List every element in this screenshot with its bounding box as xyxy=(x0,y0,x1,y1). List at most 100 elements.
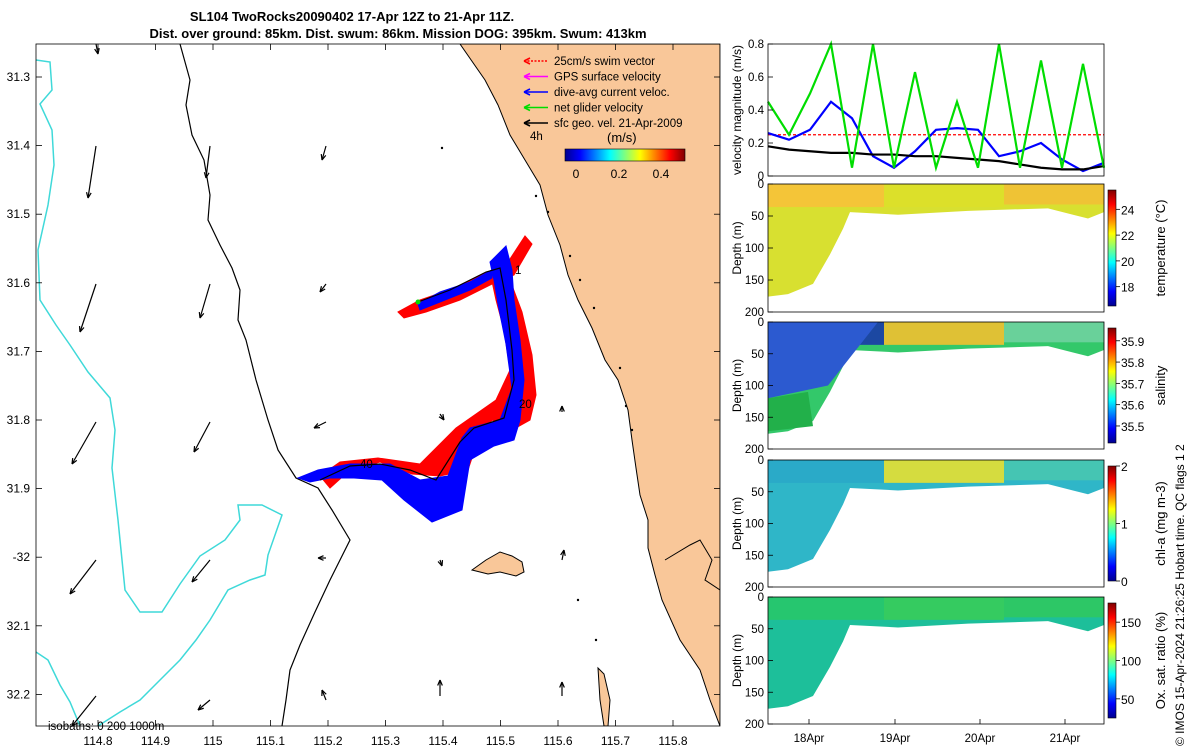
land-mass xyxy=(459,44,720,726)
colorbar-label: salinity xyxy=(1153,365,1168,405)
depth-tick-label: 0 xyxy=(758,592,764,604)
colorbar-tick-2: 0.4 xyxy=(653,167,670,181)
section-panel: 0 50 100 150 200 Depth (m) 35.5 35.6 35.7 35.8 35.… xyxy=(730,317,1168,456)
colorbar-tick-1: 0.2 xyxy=(611,167,628,181)
start-marker xyxy=(415,299,421,305)
geo-arrow xyxy=(198,283,211,319)
colorbar-tick-label: 2 xyxy=(1121,460,1128,474)
colorbar-tick-label: 18 xyxy=(1121,281,1135,295)
geo-arrow xyxy=(191,559,211,583)
section-colorbar xyxy=(1107,327,1117,444)
velocity-series-line xyxy=(767,40,1106,172)
svg-text:25cm/s swim vector: 25cm/s swim vector xyxy=(554,56,655,68)
colorbar-tick-label: 150 xyxy=(1121,616,1141,630)
depth-tick-label: 50 xyxy=(751,624,764,636)
lon-tick-label: 115.5 xyxy=(486,734,515,748)
lon-tick-label: 115.1 xyxy=(256,734,285,748)
lat-tick-label: 31.8 xyxy=(7,413,31,427)
geo-arrow xyxy=(559,681,565,696)
geo-arrow xyxy=(437,559,444,567)
depth-axis-label: Depth (m) xyxy=(730,634,744,687)
geo-arrow xyxy=(438,413,445,421)
map-axis-ticks: 114.8 114.9 115 115.1 115.2 115.3 115.4 115.5 11… xyxy=(7,44,720,748)
legend-entry: dive-avg current veloc. xyxy=(523,87,670,99)
lon-tick-label: 115.4 xyxy=(428,734,457,748)
section-colorbar xyxy=(1107,465,1117,582)
time-tick-label: 19Apr xyxy=(880,733,911,745)
depth-tick-label: 200 xyxy=(745,444,764,456)
isobath-1000m xyxy=(36,59,283,726)
colorbar-tick-0: 0 xyxy=(573,167,580,181)
svg-text:dive-avg current veloc.: dive-avg current veloc. xyxy=(554,87,670,99)
geo-arrow xyxy=(321,689,327,701)
section-panel: 0 50 100 150 200 Depth (m) 18 20 22 24 temperature… xyxy=(730,179,1168,319)
depth-tick-label: 100 xyxy=(745,243,764,255)
colorbar-tick-label: 35.6 xyxy=(1121,399,1145,413)
depth-tick-label: 150 xyxy=(745,550,764,562)
colorbar-unit-label: (m/s) xyxy=(607,130,637,145)
lat-tick-label: 31.9 xyxy=(7,482,31,496)
lon-tick-label: 115 xyxy=(203,734,222,748)
velocity-panel: 0 0.2 0.4 0.6 0.8 velocity magnitude (m/s) xyxy=(730,39,1106,183)
depth-tick-label: 50 xyxy=(751,349,764,361)
depth-tick-label: 100 xyxy=(745,656,764,668)
lat-tick-label: 32.1 xyxy=(7,619,31,633)
colorbar-tick-label: 50 xyxy=(1121,693,1135,707)
velocity-series-line xyxy=(767,145,1105,171)
geo-arrow xyxy=(85,145,97,199)
depth-tick-label: 150 xyxy=(745,687,764,699)
colorbar-tick-label: 35.7 xyxy=(1121,377,1145,391)
section-colorbar xyxy=(1107,602,1117,719)
depth-tick-label: 0 xyxy=(758,455,764,467)
depth-tick-label: 0 xyxy=(758,317,764,329)
colorbar-tick-label: 35.5 xyxy=(1121,420,1145,434)
depth-tick-label: 100 xyxy=(745,381,764,393)
credit-text: © IMOS 15-Apr-2024 21:26:25 Hobart time.… xyxy=(1173,444,1187,746)
colorbar-tick-label: 22 xyxy=(1121,229,1135,243)
geo-arrow xyxy=(313,421,327,429)
section-data-region xyxy=(768,460,1104,572)
dive-avg-vectors xyxy=(296,245,525,523)
lat-tick-label: 32.2 xyxy=(7,687,31,701)
colorbar-tick-label: 35.8 xyxy=(1121,356,1145,370)
lat-tick-label: 31.5 xyxy=(7,207,31,221)
colorbar-tick-label: 1 xyxy=(1121,518,1128,532)
lon-tick-label: 115.2 xyxy=(313,734,342,748)
lon-tick-label: 114.8 xyxy=(83,734,112,748)
geo-arrow xyxy=(78,283,97,333)
time-tick-label: 18Apr xyxy=(794,733,825,745)
colorbar-tick-label: 100 xyxy=(1121,655,1141,669)
track-label-40: 40 xyxy=(360,459,373,471)
velocity-ytick-label: 0.2 xyxy=(748,138,764,150)
island xyxy=(470,551,525,577)
section-data-region xyxy=(768,184,1104,297)
section-data-region xyxy=(768,597,1104,709)
lon-tick-label: 114.9 xyxy=(141,734,170,748)
geo-arrow xyxy=(560,549,566,561)
map-legend: 25cm/s swim vector GPS surface velocity di… xyxy=(523,56,686,181)
colorbar-label: temperature (°C) xyxy=(1153,200,1168,297)
lat-tick-label: 31.4 xyxy=(7,139,31,153)
colorbar-tick-label: 24 xyxy=(1121,203,1135,217)
geo-arrow xyxy=(319,283,327,293)
lon-tick-label: 115.7 xyxy=(601,734,630,748)
geo-arrow xyxy=(317,555,326,561)
isobath-note: isobaths: 0 200 1000m xyxy=(48,721,164,733)
velocity-ytick-label: 0.8 xyxy=(748,39,764,51)
time-tick-label: 21Apr xyxy=(1050,733,1081,745)
geo-arrow xyxy=(197,699,211,711)
velocity-ytick-label: 0.6 xyxy=(748,72,764,84)
map-frame xyxy=(35,43,721,727)
geo-arrow xyxy=(71,421,97,465)
depth-axis-label: Depth (m) xyxy=(730,359,744,412)
geo-arrow xyxy=(437,679,443,696)
glider-track xyxy=(319,267,515,481)
depth-tick-label: 200 xyxy=(745,582,764,594)
legend-entry: 25cm/s swim vector xyxy=(523,56,655,68)
section-colorbar xyxy=(1107,189,1117,307)
depth-tick-label: 200 xyxy=(745,719,764,731)
island-south xyxy=(597,666,611,726)
colorbar-tick-label: 35.9 xyxy=(1121,335,1145,349)
lat-tick-label: 31.7 xyxy=(7,344,31,358)
geo-arrow xyxy=(94,44,100,55)
